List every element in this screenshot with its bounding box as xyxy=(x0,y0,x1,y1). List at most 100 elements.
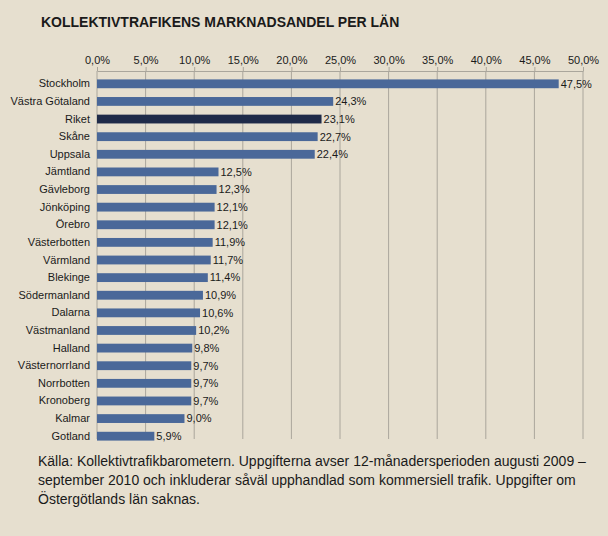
tick-mark xyxy=(486,67,487,71)
grid-line xyxy=(340,71,341,439)
tick-label: Örebro xyxy=(56,218,90,230)
tick-label: Värmland xyxy=(43,254,90,266)
tick-label: 5,0% xyxy=(134,54,159,66)
tick: Värmland xyxy=(43,254,97,266)
data-label: 10,6% xyxy=(202,307,233,319)
bar xyxy=(97,220,215,229)
tick-label: Riket xyxy=(65,113,90,125)
tick: 25,0% xyxy=(325,54,356,71)
tick-label: Västmanland xyxy=(26,324,90,336)
bar xyxy=(97,432,154,441)
tick-label: Halland xyxy=(53,342,90,354)
tick: Uppsala xyxy=(50,148,97,160)
tick-mark xyxy=(291,67,292,71)
tick-label: Jönköping xyxy=(40,201,90,213)
category-axis: Stockholm Västra Götaland Riket Skåne Uppsal… xyxy=(11,76,98,446)
data-label: 10,9% xyxy=(205,289,236,301)
tick-label: 15,0% xyxy=(228,54,259,66)
bar xyxy=(97,326,196,335)
tick: Södermanland xyxy=(18,289,97,301)
data-label: 12,3% xyxy=(219,183,250,195)
data-label: 9,8% xyxy=(194,342,219,354)
tick: Dalarna xyxy=(51,306,97,318)
tick-label: Kronoberg xyxy=(39,394,90,406)
bar xyxy=(97,97,333,106)
tick-label: 40,0% xyxy=(471,54,502,66)
tick-mark xyxy=(534,67,535,71)
tick-mark xyxy=(146,67,147,71)
bar xyxy=(97,397,191,406)
bar xyxy=(97,238,213,247)
data-labels: 47,5%24,3%23,1%22,7%22,4%12,5%12,3%12,1%… xyxy=(156,78,592,442)
tick: 5,0% xyxy=(134,54,159,71)
tick-label: 50,0% xyxy=(568,54,599,66)
bar xyxy=(97,414,184,423)
bar xyxy=(97,379,191,388)
tick: Halland xyxy=(53,342,97,354)
bar xyxy=(97,132,318,141)
data-label: 5,9% xyxy=(156,430,181,442)
grid-line xyxy=(291,71,292,439)
tick: Västernorrland xyxy=(18,359,97,371)
tick-label: Uppsala xyxy=(50,148,91,160)
data-label: 9,7% xyxy=(193,360,218,372)
tick-label: 30,0% xyxy=(373,54,404,66)
tick: Skåne xyxy=(59,130,97,142)
tick-label: Gävleborg xyxy=(39,183,90,195)
bar xyxy=(97,203,215,212)
tick-mark xyxy=(389,67,390,71)
tick: 30,0% xyxy=(373,54,404,71)
bar xyxy=(97,344,192,353)
tick-label: Norrbotten xyxy=(38,377,90,389)
bar xyxy=(97,273,208,282)
tick-label: Dalarna xyxy=(51,306,90,318)
tick: Örebro xyxy=(56,218,97,230)
tick: 0,0% xyxy=(85,54,110,71)
tick: Kalmar xyxy=(55,412,97,424)
tick: Västra Götaland xyxy=(11,95,98,107)
value-axis: 0,0%5,0%10,0%15,0%20,0%25,0%30,0%35,0%40… xyxy=(85,54,599,72)
grid-line xyxy=(534,71,535,439)
tick-mark xyxy=(194,67,195,71)
grid-line xyxy=(583,71,584,439)
tick: 20,0% xyxy=(276,54,307,71)
tick-label: Skåne xyxy=(59,130,90,142)
data-label: 11,9% xyxy=(215,236,246,248)
data-label: 12,1% xyxy=(217,201,248,213)
data-label: 9,0% xyxy=(186,412,211,424)
data-label: 11,4% xyxy=(210,271,241,283)
tick: Kronoberg xyxy=(39,394,97,406)
tick: Gävleborg xyxy=(39,183,97,195)
tick: Stockholm xyxy=(39,77,97,89)
tick: 50,0% xyxy=(568,54,599,71)
tick-label: Jämtland xyxy=(45,165,90,177)
data-label: 24,3% xyxy=(335,95,366,107)
tick-label: Västra Götaland xyxy=(11,95,91,107)
bars xyxy=(97,79,559,440)
tick: Blekinge xyxy=(48,271,97,283)
grid-line xyxy=(388,71,389,439)
tick: Västerbotten xyxy=(28,236,97,248)
grid xyxy=(97,71,583,439)
data-label: 11,7% xyxy=(213,254,244,266)
tick: 45,0% xyxy=(519,54,550,71)
bar xyxy=(97,168,219,177)
bar xyxy=(97,115,322,124)
grid-line xyxy=(437,71,438,439)
tick: 10,0% xyxy=(179,54,210,71)
bar xyxy=(97,256,211,265)
data-label: 22,4% xyxy=(317,148,348,160)
tick-mark xyxy=(340,67,341,71)
bar xyxy=(97,185,217,194)
tick-label: Södermanland xyxy=(18,289,90,301)
axis-line xyxy=(98,71,584,72)
tick-label: Västernorrland xyxy=(18,359,90,371)
tick-label: 45,0% xyxy=(519,54,550,66)
tick-label: 10,0% xyxy=(179,54,210,66)
title: KOLLEKTIVTRAFIKENS MARKNADSANDEL PER LÄN xyxy=(41,14,399,30)
bar xyxy=(97,79,559,88)
tick: 40,0% xyxy=(471,54,502,71)
tick: Västmanland xyxy=(26,324,97,336)
grid-line xyxy=(485,71,486,439)
tick: Jönköping xyxy=(40,201,97,213)
